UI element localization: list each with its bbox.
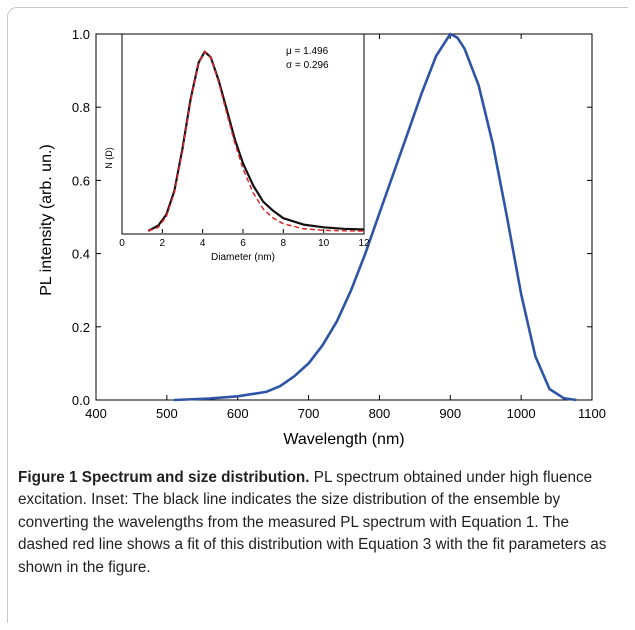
main-x-tick-label: 1100 [578, 406, 606, 421]
inset-annotation-mu: μ = 1.496 [286, 46, 329, 57]
main-x-tick-label: 400 [85, 406, 107, 421]
caption-title: Figure 1 Spectrum and size distribution. [18, 469, 310, 486]
inset-x-tick-label: 4 [200, 238, 206, 249]
main-x-tick-label: 900 [439, 406, 461, 421]
inset-x-tick-label: 0 [119, 238, 125, 249]
inset-x-tick-label: 2 [160, 238, 166, 249]
main-y-tick-label: 0.8 [72, 100, 90, 115]
inset-series-group [147, 50, 365, 232]
main-x-axis-label: Wavelength (nm) [283, 431, 404, 448]
main-y-tick-label: 0.4 [72, 247, 90, 262]
main-y-ticks: 0.0 0.2 0.4 0.6 0.8 1.0 [72, 27, 592, 408]
pl-spectrum-line [173, 32, 577, 402]
main-y-tick-label: 0.2 [72, 320, 90, 335]
main-y-tick-label: 0.6 [72, 173, 90, 188]
main-x-tick-label: 800 [369, 406, 391, 421]
figure-plot: 0.00.20.40.60.81.0 400 500 600 700 800 900 100… [38, 27, 606, 448]
inset-annotation-sigma: σ = 0.296 [286, 60, 329, 71]
main-x-ticks: 400 500 600 700 800 900 1000 1100 [85, 34, 606, 421]
inset-y-axis-label: N (D) [104, 147, 114, 169]
figure-caption: Figure 1 Spectrum and size distribution.… [18, 467, 618, 579]
main-x-tick-label: 600 [227, 406, 249, 421]
inset-fit-dashed-line [147, 50, 365, 232]
main-series-group [173, 32, 577, 402]
inset-plot-frame [121, 33, 365, 235]
caption-body: PL spectrum obtained under high fluence … [18, 469, 607, 576]
inset-x-axis-label: Diameter (nm) [211, 252, 275, 263]
figure-frame [7, 7, 628, 623]
main-x-tick-label: 700 [298, 406, 320, 421]
inset-x-tick-label: 10 [318, 238, 330, 249]
main-x-tick-label: 500 [156, 406, 178, 421]
inset-x-tick-label: 12 [358, 238, 370, 249]
inset-x-tick-label: 6 [240, 238, 246, 249]
inset-x-ticks: 0 2 4 6 8 10 12 [119, 229, 370, 249]
main-y-tick-label: 1.0 [72, 27, 90, 42]
inset-x-tick-label: 8 [281, 238, 287, 249]
main-x-tick-label: 1000 [507, 406, 536, 421]
main-y-axis-label: PL intensity (arb. un.) [38, 144, 55, 295]
main-y-tick-label: 0.0 [72, 393, 90, 408]
